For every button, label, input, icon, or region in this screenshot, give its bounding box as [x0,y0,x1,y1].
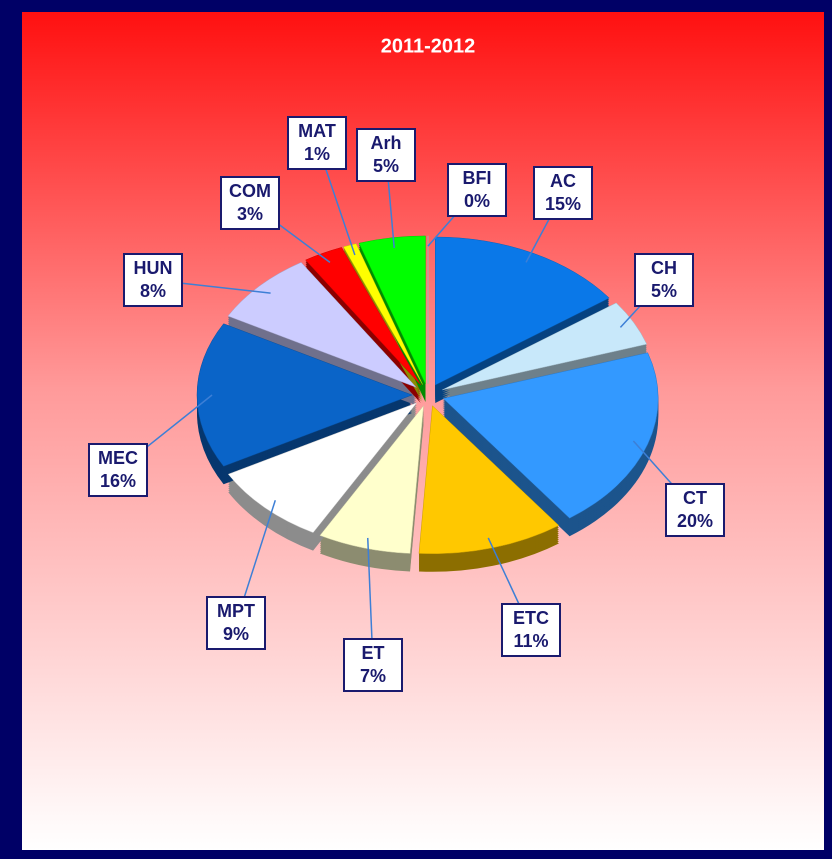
label-name: HUN [134,258,173,278]
slice [305,247,421,386]
label-name: MAT [298,121,336,141]
label-box [533,166,593,220]
label-value: 16% [100,471,136,491]
label-box [343,638,403,692]
label-box [123,253,183,307]
label-name: COM [229,181,271,201]
slice [358,235,426,385]
slice [442,302,648,391]
label-box [447,163,507,217]
label-value: 11% [513,631,548,651]
label-box [665,483,725,537]
label-box [88,443,148,497]
label-name: AC [550,171,576,191]
label-name: CT [683,488,707,508]
label-box [206,596,266,650]
label-box [220,176,280,230]
slice [319,404,424,554]
label-name: MEC [98,448,138,468]
label-name: BFI [463,168,492,188]
label-name: MPT [217,601,255,621]
label-value: 8% [140,281,166,301]
label-value: 0% [464,191,490,211]
label-value: 9% [223,624,249,644]
label-name: ET [361,643,384,663]
slice [196,323,413,467]
label-name: ETC [513,608,549,628]
slice [435,236,610,386]
label-box [501,603,561,657]
slice [442,352,659,519]
label-name: Arh [371,133,402,153]
label-name: CH [651,258,677,278]
label-value: 20% [677,511,713,531]
label-value: 1% [304,144,330,164]
chart-title: 2011-2012 [381,35,476,57]
label-value: 7% [360,666,386,686]
slice [227,402,418,533]
slice [343,243,423,385]
label-box [287,116,347,170]
plot-panel [22,12,824,850]
label-value: 3% [237,204,263,224]
label-value: 5% [651,281,677,301]
label-box [356,128,416,182]
label-box [634,253,694,307]
label-value: 15% [545,194,581,214]
slice [227,262,417,388]
label-value: 5% [373,156,399,176]
